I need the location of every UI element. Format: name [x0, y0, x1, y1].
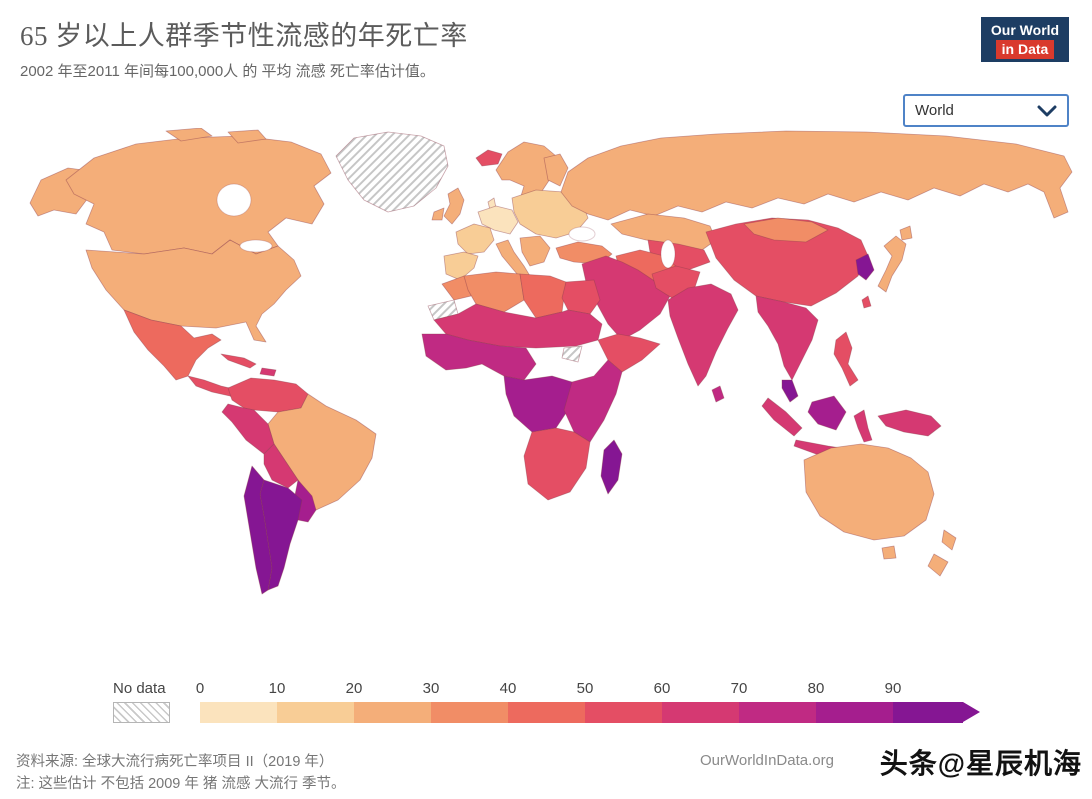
map-region-central-europe[interactable]: [477, 205, 519, 235]
map-region-balkans[interactable]: [519, 235, 551, 267]
map-region-south-sudan[interactable]: [561, 345, 583, 363]
map-region-finland[interactable]: [543, 153, 569, 187]
watermark: 头条@星辰机海: [879, 748, 1082, 779]
owid-url[interactable]: OurWorldInData.org: [700, 752, 834, 769]
map-region-mexico[interactable]: [123, 309, 222, 381]
map-region-mainland-se-asia[interactable]: [755, 295, 819, 381]
map-region-new-zealand-north[interactable]: [941, 529, 957, 551]
legend-segment[interactable]: [354, 702, 431, 723]
map-region-usa[interactable]: [85, 239, 302, 343]
map-region-kazakhstan[interactable]: [610, 213, 717, 251]
legend-segment[interactable]: [816, 702, 893, 723]
map-region-iceland[interactable]: [475, 149, 503, 167]
owid-logo-line1: Our World: [990, 22, 1060, 38]
legend-tick-label: 80: [807, 680, 825, 697]
map-region-japan-hokkaido[interactable]: [899, 225, 913, 241]
map-region-arctic-island[interactable]: [227, 129, 267, 144]
world-map: [29, 128, 1073, 595]
source-line: 资料来源: 全球大流行病死亡率项目 II（2019 年）: [16, 754, 334, 770]
hudson-bay: [216, 183, 252, 217]
legend-tick-label: 10: [268, 680, 286, 697]
map-region-cuba[interactable]: [220, 353, 257, 369]
map-region-bolivia[interactable]: [263, 443, 299, 489]
legend-tick-label: 40: [499, 680, 517, 697]
legend-tick-label: 30: [422, 680, 440, 697]
legend-no-data-label: No data: [113, 680, 166, 697]
legend-tick-label: 20: [345, 680, 363, 697]
map-region-japan[interactable]: [877, 235, 907, 293]
map-region-southern-africa[interactable]: [523, 427, 591, 501]
black-sea: [568, 226, 596, 242]
owid-logo[interactable]: Our World in Data: [981, 17, 1069, 62]
legend-arrow: [963, 702, 980, 722]
owid-logo-line2: in Data: [995, 40, 1055, 59]
legend-segment[interactable]: [277, 702, 354, 723]
map-region-sri-lanka[interactable]: [711, 385, 725, 403]
map-region-sulawesi[interactable]: [853, 409, 873, 443]
legend-scale: 0 10 20 30 40 50 60 70 80 90: [196, 680, 1020, 725]
legend-segment-open[interactable]: [893, 702, 963, 723]
map-region-borneo[interactable]: [807, 395, 847, 431]
map-region-east-africa[interactable]: [563, 359, 623, 443]
legend-tick-label: 60: [653, 680, 671, 697]
legend-segment[interactable]: [200, 702, 277, 723]
legend-segment[interactable]: [508, 702, 585, 723]
map-region-india[interactable]: [667, 283, 739, 387]
map-region-sumatra[interactable]: [761, 397, 803, 437]
legend-segment[interactable]: [739, 702, 816, 723]
chevron-down-icon: [1037, 105, 1057, 116]
legend-segment[interactable]: [431, 702, 508, 723]
legend-no-data-swatch[interactable]: [113, 702, 170, 723]
legend-segment[interactable]: [585, 702, 662, 723]
region-dropdown[interactable]: World: [903, 94, 1069, 127]
map-region-new-guinea[interactable]: [877, 409, 942, 437]
map-region-chile[interactable]: [243, 465, 273, 595]
map-region-australia[interactable]: [803, 443, 935, 541]
map-region-hispaniola[interactable]: [259, 367, 277, 377]
map-region-korea[interactable]: [855, 253, 875, 281]
page-subtitle: 2002 年至2011 年间每100,000人 的 平均 流感 死亡率估计值。: [20, 63, 435, 80]
map-region-iberia[interactable]: [443, 251, 479, 281]
map-region-canada[interactable]: [65, 135, 332, 255]
map-region-new-zealand-south[interactable]: [927, 553, 949, 577]
map-region-france[interactable]: [455, 223, 495, 255]
legend-tick-label: 90: [884, 680, 902, 697]
map-region-madagascar[interactable]: [600, 439, 623, 495]
map-region-philippines[interactable]: [833, 331, 859, 387]
map-region-algeria[interactable]: [463, 271, 525, 313]
great-lakes: [239, 239, 273, 253]
legend-tick-label: 70: [730, 680, 748, 697]
page-title: 65 岁以上人群季节性流感的年死亡率: [20, 21, 468, 51]
map-region-tasmania[interactable]: [881, 545, 897, 560]
map-region-mongolia[interactable]: [743, 217, 829, 243]
legend-tick-label: 0: [195, 680, 205, 697]
map-region-egypt[interactable]: [561, 279, 601, 315]
map-region-china[interactable]: [705, 217, 869, 307]
map-region-ireland[interactable]: [431, 207, 445, 221]
map-region-malaysia[interactable]: [781, 379, 799, 403]
region-dropdown-value: World: [915, 102, 954, 119]
map-region-peru[interactable]: [221, 403, 275, 455]
legend-segment[interactable]: [662, 702, 739, 723]
map-region-greenland[interactable]: [335, 131, 449, 213]
map-region-arctic-island[interactable]: [165, 128, 213, 142]
map-region-uk[interactable]: [443, 187, 465, 225]
map-region-central-africa[interactable]: [503, 375, 573, 433]
map-region-taiwan[interactable]: [861, 295, 872, 309]
caspian-sea: [660, 239, 676, 269]
map-region-russia[interactable]: [560, 130, 1073, 221]
legend-tick-label: 50: [576, 680, 594, 697]
map-region-libya[interactable]: [519, 273, 567, 319]
note-line: 注: 这些估计 不包括 2009 年 猪 流感 大流行 季节。: [16, 776, 346, 792]
